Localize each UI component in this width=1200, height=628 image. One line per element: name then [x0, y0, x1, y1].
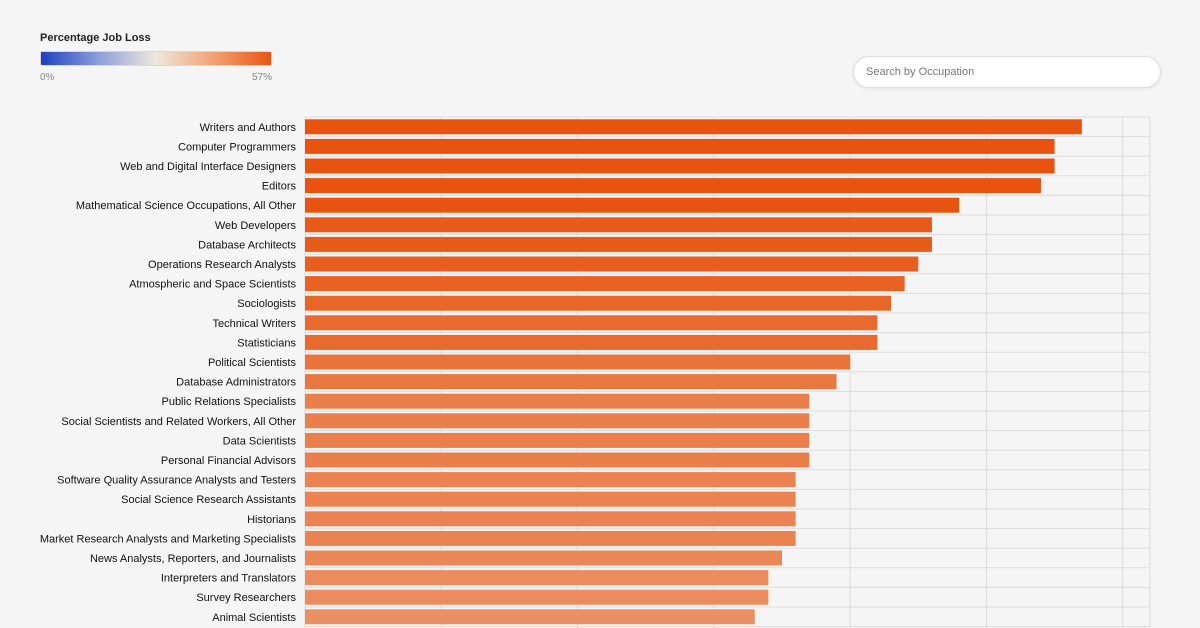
- category-label: Social Scientists and Related Workers, A…: [61, 416, 296, 428]
- category-label: Survey Researchers: [196, 592, 296, 604]
- bar[interactable]: [305, 158, 1055, 174]
- bar[interactable]: [305, 276, 905, 292]
- category-label: Mathematical Science Occupations, All Ot…: [76, 200, 296, 212]
- category-label: Statisticians: [237, 337, 296, 349]
- bar[interactable]: [305, 178, 1041, 194]
- bar[interactable]: [305, 452, 810, 468]
- category-label: News Analysts, Reporters, and Journalist…: [90, 553, 297, 565]
- bar[interactable]: [305, 334, 878, 350]
- category-label: Editors: [262, 181, 297, 193]
- bar[interactable]: [305, 530, 796, 546]
- category-label: Historians: [247, 514, 296, 526]
- bar[interactable]: [305, 138, 1055, 154]
- bar[interactable]: [305, 374, 837, 390]
- category-label: Web Developers: [215, 220, 297, 232]
- bar[interactable]: [305, 511, 796, 527]
- category-label: Personal Financial Advisors: [161, 455, 297, 467]
- bar[interactable]: [305, 119, 1082, 135]
- category-label: Animal Scientists: [212, 612, 296, 624]
- legend-gradient-bar: [40, 51, 272, 66]
- bar[interactable]: [305, 236, 932, 252]
- bar[interactable]: [305, 609, 755, 625]
- bar[interactable]: [305, 491, 796, 507]
- category-label: Writers and Authors: [200, 122, 297, 134]
- category-label: Public Relations Specialists: [161, 396, 296, 408]
- legend-min-label: 0%: [40, 72, 55, 83]
- occupation-search-input[interactable]: [853, 56, 1161, 88]
- category-label: Database Architects: [198, 239, 296, 251]
- legend: Percentage Job Loss 0% 57%: [40, 32, 272, 83]
- category-label: Web and Digital Interface Designers: [120, 161, 296, 173]
- category-label: Software Quality Assurance Analysts and …: [57, 475, 296, 487]
- bar[interactable]: [305, 589, 769, 605]
- bar[interactable]: [305, 354, 851, 370]
- bar[interactable]: [305, 432, 810, 448]
- bar[interactable]: [305, 550, 783, 566]
- bar[interactable]: [305, 315, 878, 331]
- category-label: Market Research Analysts and Marketing S…: [40, 533, 297, 545]
- bar[interactable]: [305, 197, 960, 213]
- bar[interactable]: [305, 413, 810, 429]
- category-label: Social Science Research Assistants: [121, 494, 296, 506]
- category-label: Technical Writers: [212, 318, 296, 330]
- category-label: Data Scientists: [223, 435, 297, 447]
- category-label: Atmospheric and Space Scientists: [129, 279, 296, 291]
- category-label: Political Scientists: [208, 357, 297, 369]
- bar[interactable]: [305, 472, 796, 488]
- category-label: Interpreters and Translators: [161, 573, 297, 585]
- legend-title: Percentage Job Loss: [40, 32, 151, 44]
- category-label: Database Administrators: [176, 377, 296, 389]
- bar[interactable]: [305, 570, 769, 586]
- category-label: Computer Programmers: [178, 141, 296, 153]
- bar[interactable]: [305, 256, 919, 272]
- legend-labels: 0% 57%: [40, 72, 272, 83]
- bar[interactable]: [305, 393, 810, 409]
- bar[interactable]: [305, 295, 892, 311]
- legend-max-label: 57%: [251, 72, 272, 83]
- category-label: Operations Research Analysts: [148, 259, 296, 271]
- bar[interactable]: [305, 217, 932, 233]
- category-label: Sociologists: [237, 298, 296, 310]
